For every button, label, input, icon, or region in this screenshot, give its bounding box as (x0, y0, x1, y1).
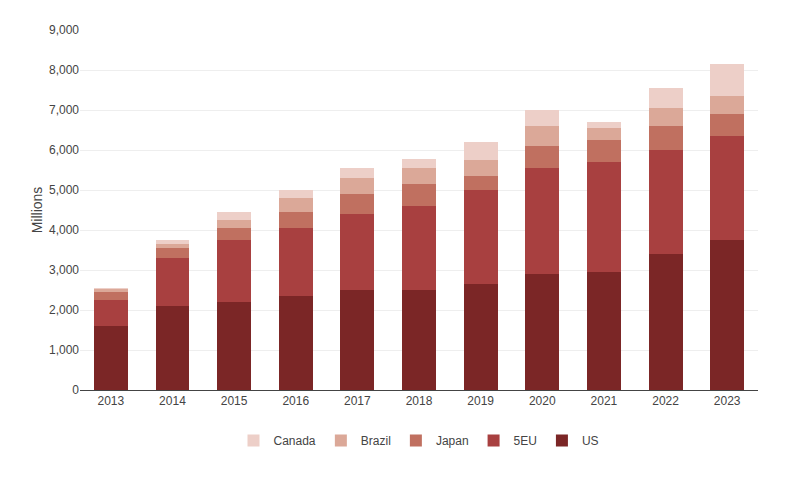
svg-text:Millions: Millions (29, 187, 45, 234)
svg-text:6,000: 6,000 (49, 143, 79, 157)
svg-text:2014: 2014 (159, 394, 186, 408)
svg-text:Japan: Japan (436, 434, 469, 448)
svg-text:2019: 2019 (467, 394, 494, 408)
svg-text:2021: 2021 (591, 394, 618, 408)
svg-text:8,000: 8,000 (49, 63, 79, 77)
svg-text:2022: 2022 (652, 394, 679, 408)
svg-text:Brazil: Brazil (361, 434, 391, 448)
svg-text:2020: 2020 (529, 394, 556, 408)
svg-text:7,000: 7,000 (49, 103, 79, 117)
svg-text:0: 0 (72, 383, 79, 397)
svg-text:2016: 2016 (282, 394, 309, 408)
svg-text:Canada: Canada (274, 434, 316, 448)
svg-text:2,000: 2,000 (49, 303, 79, 317)
svg-text:2013: 2013 (97, 394, 124, 408)
svg-text:5,000: 5,000 (49, 183, 79, 197)
svg-text:3,000: 3,000 (49, 263, 79, 277)
svg-text:5EU: 5EU (514, 434, 537, 448)
svg-text:2023: 2023 (714, 394, 741, 408)
svg-text:2017: 2017 (344, 394, 371, 408)
svg-text:2018: 2018 (406, 394, 433, 408)
svg-text:2015: 2015 (221, 394, 248, 408)
svg-text:1,000: 1,000 (49, 343, 79, 357)
svg-text:9,000: 9,000 (49, 23, 79, 37)
svg-text:US: US (582, 434, 599, 448)
svg-text:4,000: 4,000 (49, 223, 79, 237)
